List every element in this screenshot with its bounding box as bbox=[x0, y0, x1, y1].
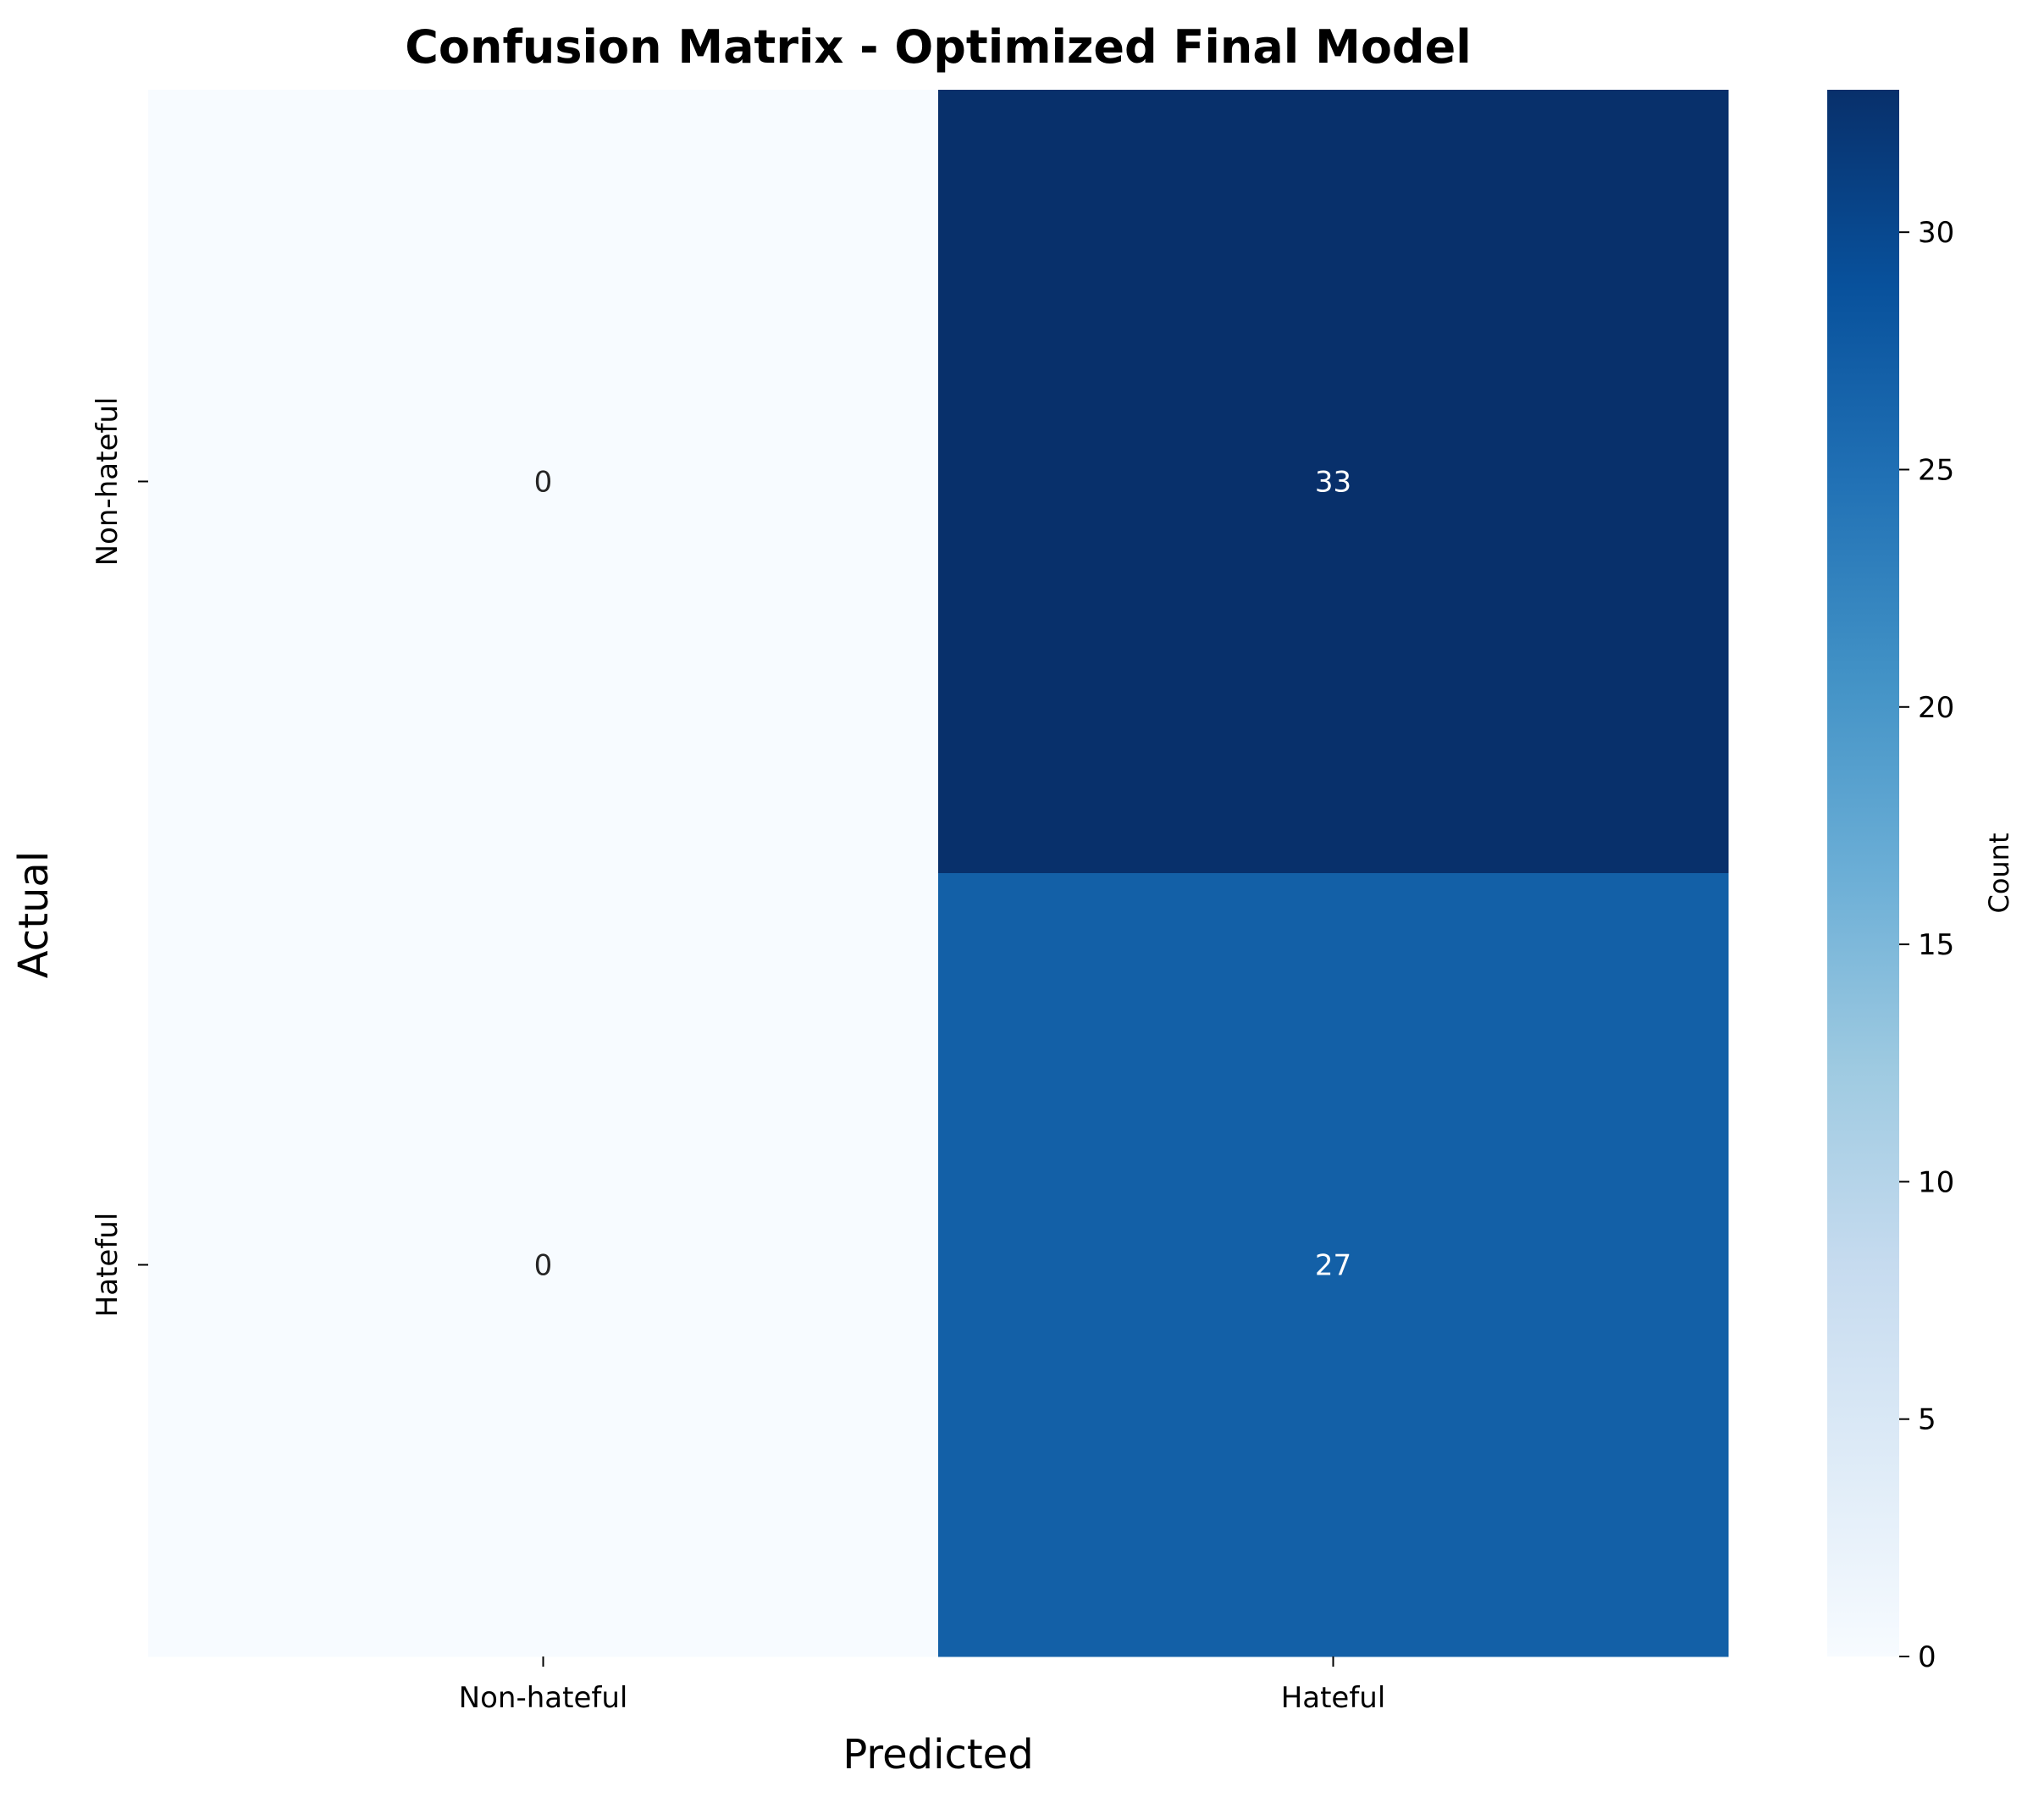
x-tick-label: Hateful bbox=[1281, 1681, 1386, 1715]
y-tick-label: Non-hateful bbox=[91, 397, 124, 567]
colorbar-ticks: 0 5 10 15 20 25 30 bbox=[1899, 216, 1954, 1674]
heatmap-cell bbox=[148, 873, 939, 1657]
colorbar-tick-label: 25 bbox=[1918, 453, 1954, 487]
colorbar bbox=[1827, 90, 1899, 1656]
colorbar-tick-label: 0 bbox=[1918, 1640, 1936, 1674]
x-axis-label: Predicted bbox=[842, 1731, 1033, 1778]
y-axis-ticks: Non-hateful Hateful bbox=[91, 397, 148, 1318]
colorbar-tick-label: 10 bbox=[1918, 1165, 1954, 1199]
x-axis-ticks: Non-hateful Hateful bbox=[459, 1656, 1386, 1715]
x-tick-label: Non-hateful bbox=[459, 1681, 628, 1715]
heatmap-cell bbox=[938, 90, 1729, 874]
y-tick-label: Hateful bbox=[91, 1213, 124, 1318]
colorbar-tick-label: 5 bbox=[1918, 1403, 1936, 1437]
colorbar-label: Count bbox=[1983, 832, 2015, 913]
y-axis-label: Actual bbox=[10, 851, 58, 978]
cell-value-label: 0 bbox=[534, 1249, 553, 1283]
chart-title: Confusion Matrix - Optimized Final Model bbox=[405, 20, 1471, 74]
colorbar-tick-label: 15 bbox=[1918, 928, 1954, 962]
colorbar-tick-label: 20 bbox=[1918, 691, 1954, 725]
heatmap-cell-labels: 0 33 0 27 bbox=[534, 466, 1351, 1283]
cell-value-label: 33 bbox=[1315, 466, 1351, 500]
heatmap-cells bbox=[148, 90, 1729, 1657]
cell-value-label: 0 bbox=[534, 466, 553, 500]
heatmap-cell bbox=[938, 873, 1729, 1657]
cell-value-label: 27 bbox=[1315, 1249, 1351, 1283]
heatmap-cell bbox=[148, 90, 939, 874]
colorbar-tick-label: 30 bbox=[1918, 216, 1954, 250]
